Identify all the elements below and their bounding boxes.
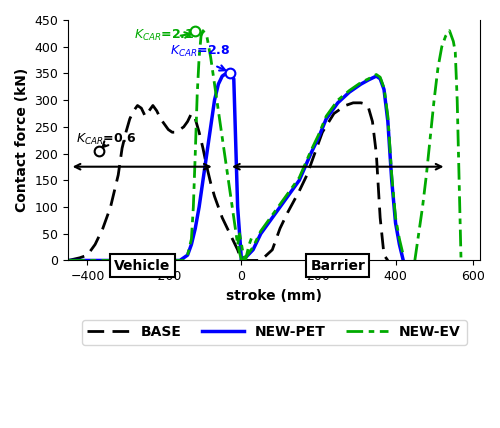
X-axis label: stroke (mm): stroke (mm) xyxy=(226,289,322,303)
Text: Vehicle: Vehicle xyxy=(114,259,170,273)
Legend: BASE, NEW-PET, NEW-EV: BASE, NEW-PET, NEW-EV xyxy=(82,320,466,345)
Text: Barrier: Barrier xyxy=(310,259,365,273)
Text: $K_{CAR}$=2.8: $K_{CAR}$=2.8 xyxy=(170,44,230,59)
Y-axis label: Contact force (kN): Contact force (kN) xyxy=(15,68,29,212)
Text: $K_{CAR}$=2.1: $K_{CAR}$=2.1 xyxy=(134,28,194,43)
Text: $K_{CAR}$=0.6: $K_{CAR}$=0.6 xyxy=(76,132,136,147)
